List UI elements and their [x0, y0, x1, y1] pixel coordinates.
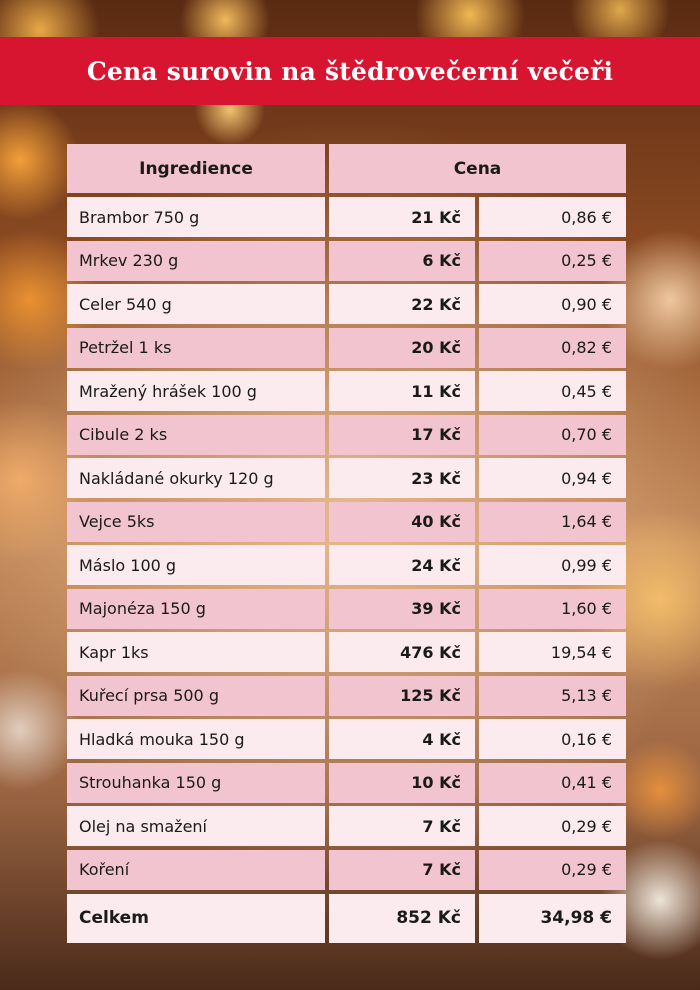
total-label: Celkem	[67, 893, 325, 943]
price-eur: 0,86 €	[479, 197, 626, 237]
table-row: Strouhanka 150 g 10 Kč 0,41 €	[67, 762, 626, 803]
table-row: Celer 540 g 22 Kč 0,90 €	[67, 284, 626, 324]
price-eur: 5,13 €	[479, 675, 626, 716]
table-row: Vejce 5ks 40 Kč 1,64 €	[67, 501, 626, 542]
table-header-row: Ingredience Cena	[67, 144, 626, 193]
price-czk: 6 Kč	[329, 240, 475, 281]
price-eur: 1,60 €	[479, 588, 626, 629]
ingredient-name: Mrkev 230 g	[67, 240, 325, 281]
table-row: Kuřecí prsa 500 g 125 Kč 5,13 €	[67, 675, 626, 716]
ingredient-name: Nakládané okurky 120 g	[67, 458, 325, 498]
table-row: Mražený hrášek 100 g 11 Kč 0,45 €	[67, 371, 626, 411]
price-eur: 0,90 €	[479, 284, 626, 324]
ingredient-name: Hladká mouka 150 g	[67, 719, 325, 759]
price-czk: 23 Kč	[329, 458, 475, 498]
price-eur: 0,25 €	[479, 240, 626, 281]
table-total-row: Celkem 852 Kč 34,98 €	[67, 893, 626, 943]
table-row: Cibule 2 ks 17 Kč 0,70 €	[67, 414, 626, 455]
total-eur: 34,98 €	[479, 893, 626, 943]
ingredient-name: Cibule 2 ks	[67, 414, 325, 455]
table-row: Olej na smažení 7 Kč 0,29 €	[67, 806, 626, 846]
ingredient-name: Celer 540 g	[67, 284, 325, 324]
ingredient-name: Brambor 750 g	[67, 197, 325, 237]
ingredient-name: Mražený hrášek 100 g	[67, 371, 325, 411]
price-eur: 19,54 €	[479, 632, 626, 672]
price-czk: 125 Kč	[329, 675, 475, 716]
ingredient-name: Kapr 1ks	[67, 632, 325, 672]
ingredient-name: Petržel 1 ks	[67, 327, 325, 368]
ingredient-name: Strouhanka 150 g	[67, 762, 325, 803]
ingredient-name: Olej na smažení	[67, 806, 325, 846]
page-title: Cena surovin na štědrovečerní večeři	[86, 56, 614, 86]
table-row: Koření 7 Kč 0,29 €	[67, 849, 626, 890]
price-czk: 7 Kč	[329, 806, 475, 846]
total-czk: 852 Kč	[329, 893, 475, 943]
price-czk: 21 Kč	[329, 197, 475, 237]
price-czk: 39 Kč	[329, 588, 475, 629]
price-eur: 0,70 €	[479, 414, 626, 455]
price-czk: 20 Kč	[329, 327, 475, 368]
price-eur: 0,29 €	[479, 849, 626, 890]
price-eur: 0,94 €	[479, 458, 626, 498]
price-eur: 0,41 €	[479, 762, 626, 803]
table-row: Nakládané okurky 120 g 23 Kč 0,94 €	[67, 458, 626, 498]
price-czk: 4 Kč	[329, 719, 475, 759]
price-czk: 11 Kč	[329, 371, 475, 411]
table-row: Brambor 750 g 21 Kč 0,86 €	[67, 197, 626, 237]
title-banner: Cena surovin na štědrovečerní večeři	[0, 37, 700, 105]
price-czk: 40 Kč	[329, 501, 475, 542]
price-eur: 0,29 €	[479, 806, 626, 846]
header-ingredient: Ingredience	[67, 144, 325, 193]
price-table: Ingredience Cena Brambor 750 g 21 Kč 0,8…	[67, 144, 626, 946]
price-eur: 0,16 €	[479, 719, 626, 759]
price-czk: 10 Kč	[329, 762, 475, 803]
table-row: Mrkev 230 g 6 Kč 0,25 €	[67, 240, 626, 281]
ingredient-name: Vejce 5ks	[67, 501, 325, 542]
ingredient-name: Koření	[67, 849, 325, 890]
table-row: Majonéza 150 g 39 Kč 1,60 €	[67, 588, 626, 629]
ingredient-name: Máslo 100 g	[67, 545, 325, 585]
header-price: Cena	[329, 144, 626, 193]
price-eur: 1,64 €	[479, 501, 626, 542]
price-eur: 0,99 €	[479, 545, 626, 585]
price-czk: 476 Kč	[329, 632, 475, 672]
ingredient-name: Kuřecí prsa 500 g	[67, 675, 325, 716]
price-czk: 7 Kč	[329, 849, 475, 890]
ingredient-name: Majonéza 150 g	[67, 588, 325, 629]
price-eur: 0,45 €	[479, 371, 626, 411]
price-eur: 0,82 €	[479, 327, 626, 368]
price-czk: 22 Kč	[329, 284, 475, 324]
table-row: Petržel 1 ks 20 Kč 0,82 €	[67, 327, 626, 368]
table-row: Hladká mouka 150 g 4 Kč 0,16 €	[67, 719, 626, 759]
table-row: Kapr 1ks 476 Kč 19,54 €	[67, 632, 626, 672]
price-czk: 17 Kč	[329, 414, 475, 455]
price-czk: 24 Kč	[329, 545, 475, 585]
table-row: Máslo 100 g 24 Kč 0,99 €	[67, 545, 626, 585]
